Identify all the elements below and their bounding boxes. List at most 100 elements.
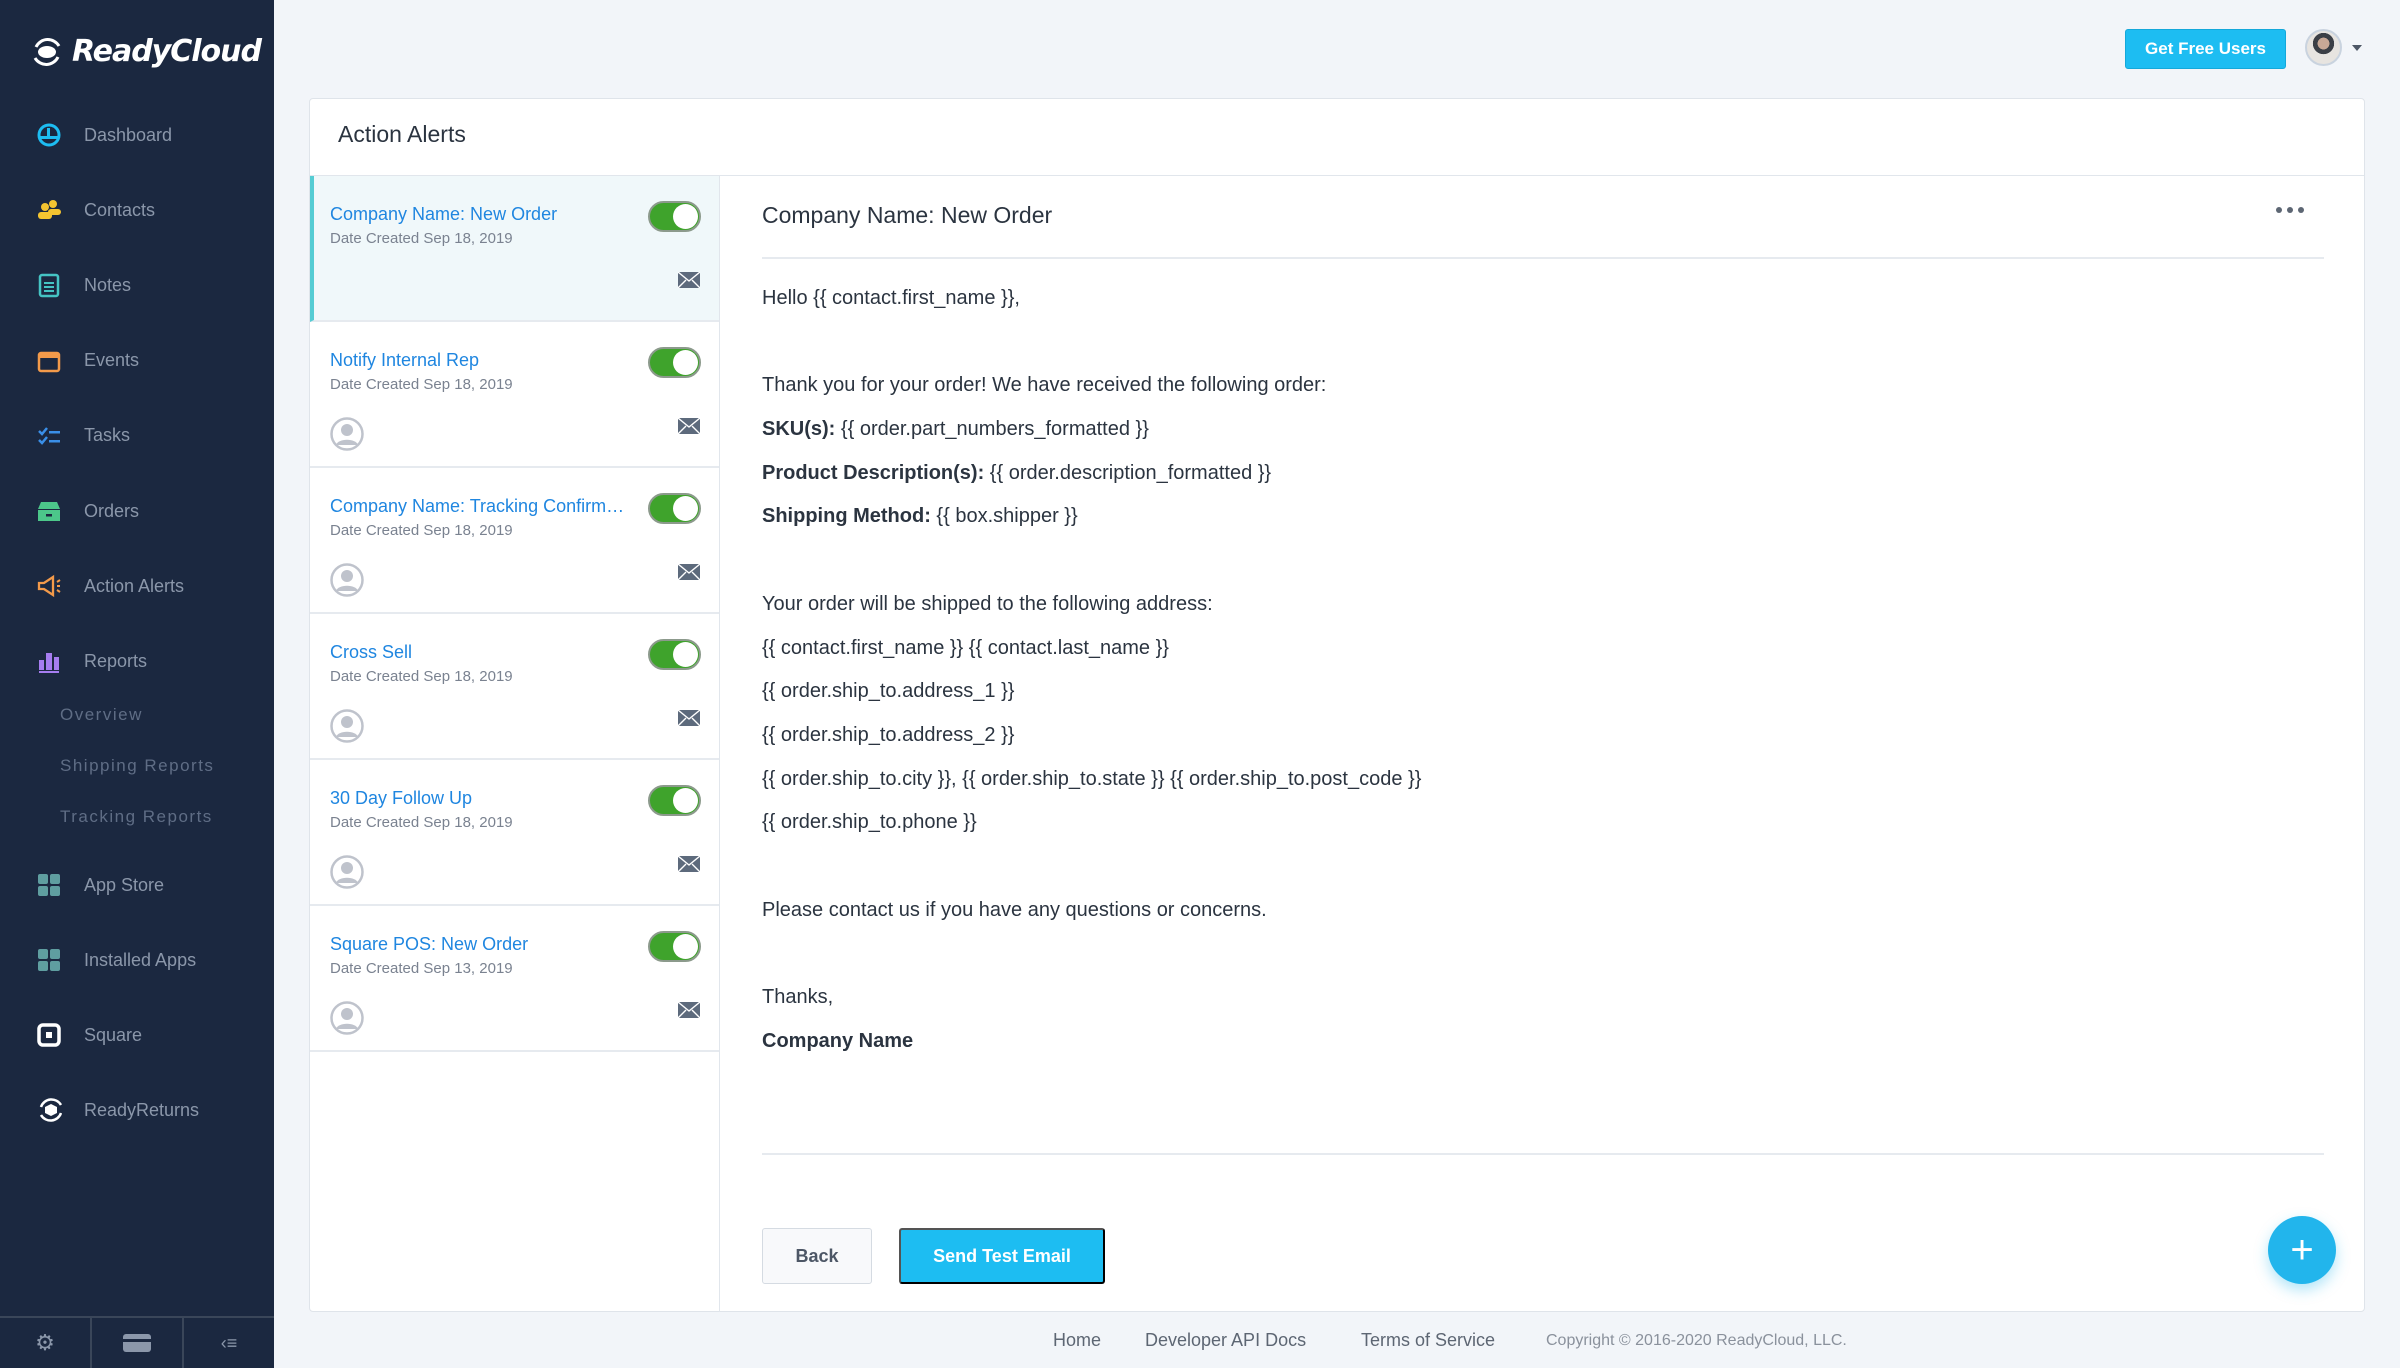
sidebar-bottom-bar: ⚙ ‹≡: [0, 1316, 274, 1368]
sidebar-item-reports[interactable]: Reports: [0, 631, 274, 691]
sidebar-item-events[interactable]: Events: [0, 331, 274, 391]
email-field-value: Hello {{ contact.first_name }},: [762, 287, 1020, 309]
readycloud-logo[interactable]: ReadyCloud: [30, 34, 262, 69]
sidebar-subitem-shipping-reports[interactable]: Shipping Reports: [60, 756, 215, 775]
alert-enabled-toggle[interactable]: [648, 785, 701, 816]
alert-list: Company Name: New Order Date Created Sep …: [310, 176, 720, 1312]
user-placeholder-icon: [330, 563, 364, 597]
envelope-icon: [678, 564, 700, 580]
divider: [762, 1153, 2324, 1155]
sidebar-item-orders[interactable]: Orders: [0, 481, 274, 541]
email-field-label: Product Description(s):: [762, 461, 985, 484]
contacts-icon: [36, 197, 62, 223]
sidebar-item-square[interactable]: Square: [0, 1005, 274, 1065]
sidebar-item-dashboard[interactable]: Dashboard: [0, 105, 274, 165]
alert-list-item[interactable]: Notify Internal Rep Date Created Sep 18, …: [310, 322, 719, 468]
sidebar-item-installed-apps[interactable]: Installed Apps: [0, 930, 274, 990]
alert-enabled-toggle[interactable]: [648, 931, 701, 962]
alert-enabled-toggle[interactable]: [648, 493, 701, 524]
cloud-logo-icon: [33, 37, 61, 66]
action-alerts-card: Action Alerts Company Name: New Order Dat…: [309, 98, 2365, 1312]
collapse-icon[interactable]: ‹≡: [220, 1332, 238, 1353]
email-body-line: {{ order.ship_to.city }}, {{ order.ship_…: [762, 758, 1421, 802]
calendar-icon: [36, 348, 62, 374]
user-placeholder-icon: [330, 417, 364, 451]
footer-api-docs-link[interactable]: Developer API Docs: [1145, 1330, 1307, 1350]
alert-list-item[interactable]: Company Name: Tracking Confirmation Date …: [310, 468, 719, 614]
email-field-value: {{ order.ship_to.address_1 }}: [762, 680, 1015, 703]
alert-list-item[interactable]: Company Name: New Order Date Created Sep …: [310, 176, 719, 322]
email-body-line: Please contact us if you have any questi…: [762, 889, 1421, 933]
sidebar-item-label: Events: [84, 350, 140, 371]
email-field-label: SKU(s):: [762, 418, 836, 441]
sidebar-item-contacts[interactable]: Contacts: [0, 180, 274, 240]
email-body-line: [762, 539, 1421, 583]
email-body-line: {{ order.ship_to.address_2 }}: [762, 714, 1421, 758]
alert-enabled-toggle[interactable]: [648, 347, 701, 378]
sidebar-item-label: Reports: [84, 650, 148, 671]
sidebar-item-label: ReadyReturns: [84, 1099, 200, 1120]
email-field-label: Shipping Method:: [762, 505, 931, 528]
email-body-line: {{ contact.first_name }} {{ contact.last…: [762, 627, 1421, 671]
alert-title[interactable]: 30 Day Follow Up: [330, 788, 473, 808]
envelope-icon: [678, 272, 700, 288]
email-field-value: {{ order.part_numbers_formatted }}: [835, 418, 1149, 441]
card-icon[interactable]: [92, 1318, 184, 1368]
sidebar-item-app-store[interactable]: App Store: [0, 855, 274, 915]
add-button[interactable]: +: [2268, 1216, 2336, 1284]
dashboard-icon: [36, 122, 62, 148]
readyreturns-icon: [36, 1097, 62, 1123]
sidebar-item-readyreturns[interactable]: ReadyReturns: [0, 1080, 274, 1140]
user-placeholder-icon: [330, 709, 364, 743]
alert-enabled-toggle[interactable]: [648, 639, 701, 670]
alert-title[interactable]: Company Name: Tracking Confirmation: [330, 496, 630, 516]
sidebar-item-notes[interactable]: Notes: [0, 255, 274, 315]
email-field-value: Thank you for your order! We have receiv…: [762, 374, 1327, 397]
alert-date: Date Created Sep 18, 2019: [330, 668, 513, 685]
sidebar-item-tasks[interactable]: Tasks: [0, 406, 274, 466]
footer-home-link[interactable]: Home: [1053, 1330, 1102, 1350]
email-body-line: Thanks,: [762, 976, 1421, 1020]
email-field-value: Please contact us if you have any questi…: [762, 898, 1267, 921]
box-icon: [36, 498, 62, 524]
sidebar-item-label: Action Alerts: [84, 575, 185, 596]
alert-title[interactable]: Cross Sell: [330, 642, 413, 662]
back-button[interactable]: Back: [762, 1228, 872, 1284]
divider: [762, 257, 2324, 259]
more-options-icon[interactable]: [2276, 207, 2304, 213]
alert-title[interactable]: Company Name: New Order: [330, 204, 558, 224]
footer-terms-link[interactable]: Terms of Service: [1361, 1330, 1496, 1350]
email-field-value: Your order will be shipped to the follow…: [762, 592, 1213, 615]
user-placeholder-icon: [330, 1001, 364, 1035]
alert-title[interactable]: Square POS: New Order: [330, 934, 529, 954]
email-body-line: [762, 321, 1421, 365]
alert-date: Date Created Sep 18, 2019: [330, 230, 513, 247]
notes-icon: [36, 272, 62, 298]
sidebar-item-action-alerts[interactable]: Action Alerts: [0, 556, 274, 616]
email-body-line: {{ order.ship_to.phone }}: [762, 801, 1421, 845]
sidebar-item-label: Orders: [84, 500, 140, 521]
sidebar-subitem-overview[interactable]: Overview: [60, 705, 143, 724]
alert-list-item[interactable]: Cross Sell Date Created Sep 18, 2019: [310, 614, 719, 760]
gear-icon[interactable]: ⚙: [0, 1318, 92, 1368]
alert-list-item[interactable]: 30 Day Follow Up Date Created Sep 18, 201…: [310, 760, 719, 906]
email-field-value: {{ contact.first_name }} {{ contact.last…: [762, 636, 1169, 659]
chevron-down-icon[interactable]: [2352, 45, 2362, 51]
user-avatar[interactable]: [2305, 29, 2342, 66]
email-body-line: [762, 845, 1421, 889]
alert-enabled-toggle[interactable]: [648, 201, 701, 232]
send-test-email-button[interactable]: Send Test Email: [899, 1228, 1105, 1284]
sidebar-subitem-tracking-reports[interactable]: Tracking Reports: [60, 807, 213, 826]
copyright: Copyright © 2016-2020 ReadyCloud, LLC.: [1546, 1332, 1847, 1349]
get-free-users-button[interactable]: Get Free Users: [2125, 29, 2286, 69]
sidebar-item-label: Dashboard: [84, 124, 173, 145]
email-body-line: Product Description(s): {{ order.descrip…: [762, 452, 1421, 496]
envelope-icon: [678, 1002, 700, 1018]
alert-date: Date Created Sep 13, 2019: [330, 960, 513, 977]
square-icon: [36, 1022, 62, 1048]
email-body: Hello {{ contact.first_name }}, Thank you…: [762, 277, 1421, 1063]
alert-list-item[interactable]: Square POS: New Order Date Created Sep 13…: [310, 906, 719, 1052]
sidebar-item-label: Notes: [84, 274, 132, 295]
alert-date: Date Created Sep 18, 2019: [330, 522, 513, 539]
alert-title[interactable]: Notify Internal Rep: [330, 350, 480, 370]
